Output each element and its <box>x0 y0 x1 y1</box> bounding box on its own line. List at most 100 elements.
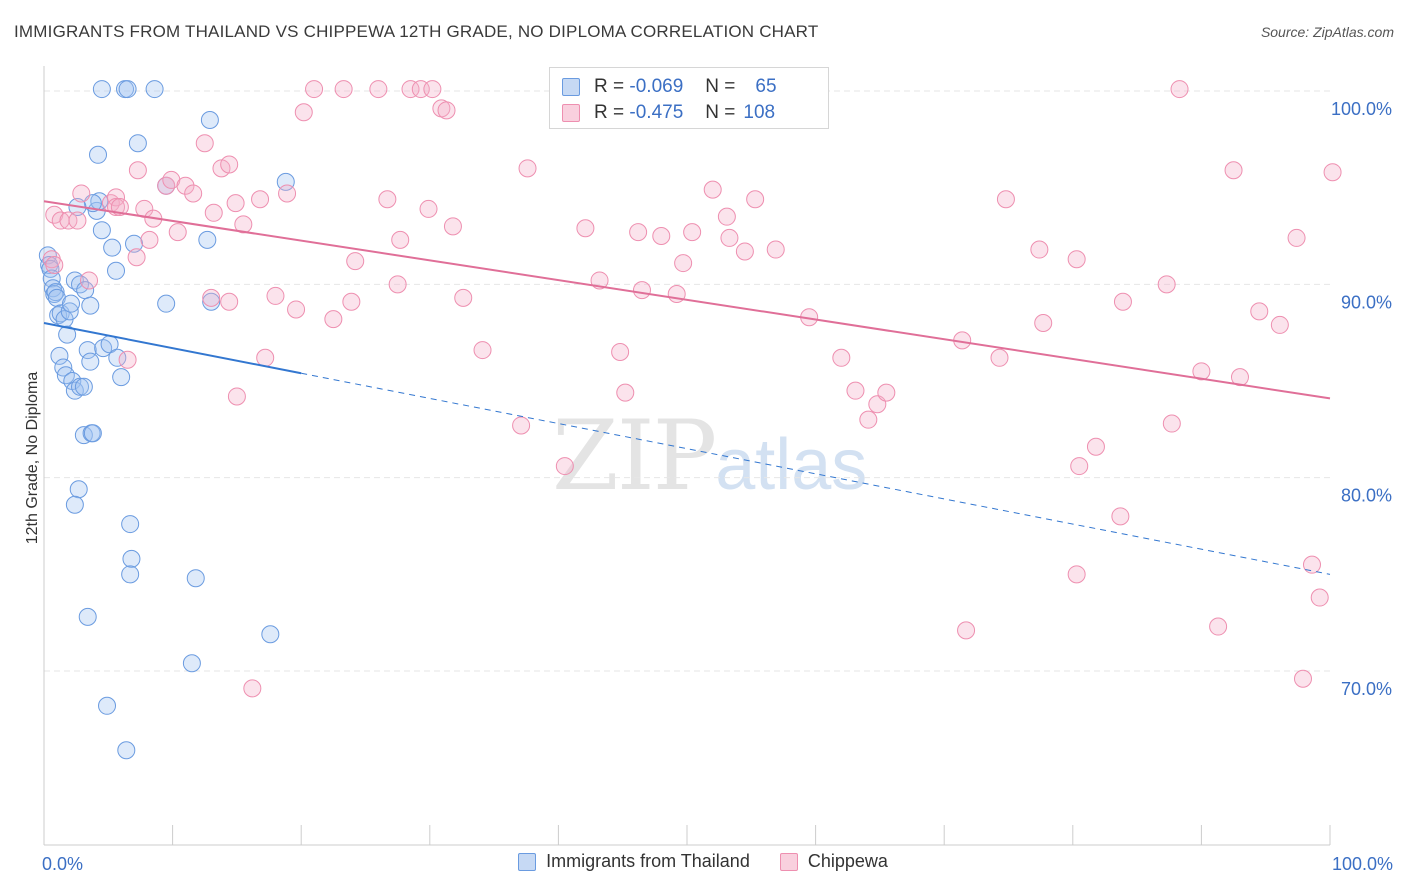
data-point-chippewa <box>1287 228 1306 247</box>
y-tick-label: 90.0% <box>1341 292 1392 312</box>
data-point-thailand <box>118 80 137 99</box>
tick-labels: 100.0% 90.0% 80.0% 70.0% 0.0% 100.0% <box>42 99 1393 874</box>
data-point-chippewa <box>1230 368 1249 387</box>
data-point-chippewa <box>391 230 410 249</box>
watermark: ZIPatlas <box>552 400 867 512</box>
legend-r-label: R = <box>594 102 625 123</box>
data-point-thailand <box>81 296 100 315</box>
data-point-chippewa <box>437 101 456 120</box>
data-point-chippewa <box>184 184 203 203</box>
legend-n-label: N = <box>705 76 736 97</box>
trend-line-thailand <box>43 322 302 375</box>
data-point-chippewa <box>859 410 878 429</box>
data-point-thailand <box>276 172 295 191</box>
legend-r-value: -0.475 <box>629 102 684 123</box>
legend-n-value: 65 <box>755 76 777 97</box>
data-point-chippewa <box>80 271 99 290</box>
data-point-chippewa <box>611 343 630 361</box>
data-point-chippewa <box>294 103 313 122</box>
x-tick-label: 0.0% <box>42 854 83 874</box>
legend-swatch-blue <box>518 852 537 871</box>
data-point-thailand <box>122 549 141 568</box>
data-point-chippewa <box>342 292 361 311</box>
data-point-chippewa <box>204 203 223 222</box>
data-point-chippewa <box>227 387 246 406</box>
data-point-chippewa <box>717 207 736 226</box>
data-point-chippewa <box>576 219 595 238</box>
legend-row-chippewa: R = -0.475 N = 108 <box>562 100 775 126</box>
data-point-thailand <box>107 261 126 280</box>
data-point-chippewa <box>251 190 270 209</box>
legend-swatch-pink <box>562 104 580 122</box>
data-point-chippewa <box>72 184 91 203</box>
source-credit: Source: ZipAtlas.com <box>1260 24 1394 40</box>
legend-swatch-pink <box>779 852 798 871</box>
gridlines <box>44 90 1330 672</box>
data-point-chippewa <box>990 348 1009 367</box>
data-point-chippewa <box>118 350 137 369</box>
stats-legend: R = -0.069 N = 65 R = -0.475 N = 108 <box>549 67 829 129</box>
data-point-chippewa <box>287 300 306 319</box>
data-point-chippewa <box>674 254 693 273</box>
watermark-atlas: atlas <box>715 425 868 505</box>
data-point-chippewa <box>243 679 262 698</box>
data-point-chippewa <box>996 190 1015 209</box>
data-point-thailand <box>198 230 217 249</box>
data-point-chippewa <box>1310 588 1329 607</box>
data-point-chippewa <box>632 281 651 300</box>
data-point-chippewa <box>735 242 754 261</box>
data-point-thailand <box>121 515 140 534</box>
legend-r-value: -0.069 <box>629 76 684 97</box>
data-point-chippewa <box>1111 507 1130 526</box>
data-point-chippewa <box>1250 302 1269 321</box>
data-point-chippewa <box>220 292 239 311</box>
data-point-thailand <box>182 654 201 673</box>
data-point-chippewa <box>1067 565 1086 584</box>
data-point-thailand <box>74 377 93 396</box>
series-legend: Immigrants from Thailand Chippewa <box>0 851 1406 872</box>
data-point-chippewa <box>1209 617 1228 636</box>
data-point-thailand <box>92 80 111 99</box>
data-point-thailand <box>121 565 140 584</box>
data-point-chippewa <box>226 194 245 213</box>
data-point-thailand <box>58 325 77 344</box>
trend-line-thailand-extension <box>301 372 1331 575</box>
data-point-chippewa <box>128 161 147 180</box>
data-point-thailand <box>83 424 102 443</box>
data-point-chippewa <box>443 217 462 236</box>
data-point-chippewa <box>305 80 324 99</box>
data-point-thailand <box>128 134 147 153</box>
legend-label-chippewa: Chippewa <box>807 851 888 871</box>
data-point-chippewa <box>766 240 785 259</box>
data-point-chippewa <box>334 80 353 99</box>
data-point-chippewa <box>746 190 765 209</box>
data-point-thailand <box>125 234 144 253</box>
data-point-thailand <box>69 480 88 499</box>
data-point-thailand <box>157 294 176 313</box>
data-point-chippewa <box>590 271 609 290</box>
data-point-chippewa <box>168 223 187 242</box>
data-point-thailand <box>112 368 131 387</box>
data-point-chippewa <box>388 275 407 294</box>
data-point-chippewa <box>140 230 159 249</box>
data-point-thailand <box>65 495 84 514</box>
data-point-chippewa <box>518 159 537 178</box>
data-point-chippewa <box>1070 457 1089 476</box>
data-point-chippewa <box>256 348 275 367</box>
legend-n-value: 108 <box>743 102 776 123</box>
data-point-chippewa <box>629 223 648 242</box>
data-point-chippewa <box>555 457 574 476</box>
data-point-thailand <box>200 111 219 129</box>
data-point-chippewa <box>324 310 343 329</box>
data-point-chippewa <box>202 288 221 307</box>
data-point-thailand <box>202 292 221 311</box>
data-point-thailand <box>71 275 90 294</box>
data-point-chippewa <box>832 348 851 367</box>
data-point-chippewa <box>423 80 442 99</box>
y-tick-label: 80.0% <box>1341 486 1392 506</box>
data-point-thailand <box>62 294 81 313</box>
data-point-chippewa <box>278 184 297 203</box>
data-point-chippewa <box>195 134 214 153</box>
data-point-chippewa <box>176 176 195 195</box>
data-point-chippewa <box>1323 163 1342 182</box>
